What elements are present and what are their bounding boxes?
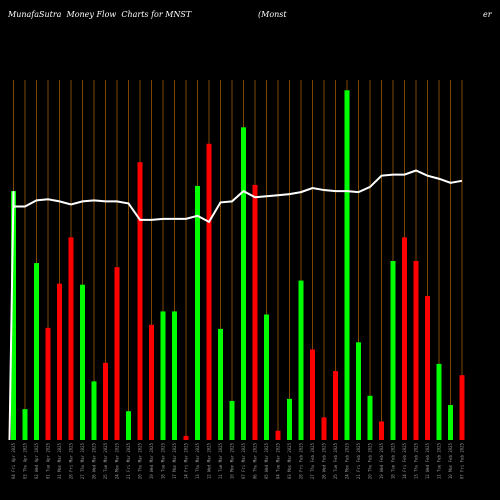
x-tick-label: 18 Tue Mar 2025: [161, 442, 166, 479]
money-flow-bar: [45, 327, 51, 440]
money-flow-bar: [459, 375, 465, 440]
money-flow-bar: [57, 283, 62, 440]
x-tick-label: 03 Mon Mar 2025: [287, 442, 292, 479]
money-flow-bar: [149, 324, 154, 440]
x-axis-ticks: 04 Fri Apr 2025 03 Thu Apr 2025 02 Wed Apr…: [11, 442, 465, 479]
x-tick-label: 01 Tue Apr 2025: [46, 442, 51, 479]
x-tick-label: 12 Wed Mar 2025: [207, 442, 212, 479]
money-flow-bar: [379, 421, 384, 440]
x-tick-label: 17 Mon Mar 2025: [172, 442, 177, 479]
x-tick-label: 07 Fri Feb 2025: [460, 442, 465, 479]
x-tick-label: 28 Fri Feb 2025: [299, 442, 304, 479]
money-flow-bar: [68, 237, 74, 440]
x-tick-label: 14 Fri Mar 2025: [184, 442, 189, 479]
x-tick-label: 28 Fri Mar 2025: [69, 442, 74, 479]
x-tick-label: 24 Mon Feb 2025: [345, 442, 350, 479]
x-tick-label: 24 Mon Mar 2025: [115, 442, 120, 479]
money-flow-bar: [241, 127, 246, 441]
money-flow-bar: [229, 400, 235, 440]
money-flow-bar: [333, 371, 338, 440]
money-flow-bar: [425, 296, 430, 440]
money-flow-bar: [344, 90, 350, 441]
x-tick-label: 11 Tue Mar 2025: [218, 442, 223, 479]
money-flow-bar: [448, 405, 453, 440]
money-flow-bar: [22, 409, 28, 440]
money-flow-bars: [11, 90, 465, 441]
price-line: [8, 169, 463, 441]
money-flow-bar: [252, 184, 258, 440]
money-flow-bar: [91, 381, 97, 440]
x-tick-label: 20 Thu Feb 2025: [368, 442, 373, 479]
money-flow-bar: [413, 261, 419, 440]
money-flow-bar: [390, 261, 396, 440]
money-flow-bar: [264, 314, 269, 440]
x-tick-label: 02 Wed Apr 2025: [34, 442, 39, 479]
chart-title: MunafaSutra Money Flow Charts for MNST: [8, 10, 192, 19]
money-flow-bar: [436, 363, 442, 440]
money-flow-bar: [275, 430, 281, 440]
money-flow-bar: [137, 162, 143, 441]
x-tick-label: 21 Fri Mar 2025: [126, 442, 131, 479]
x-tick-label: 25 Tue Mar 2025: [103, 442, 108, 479]
money-flow-bar: [80, 284, 85, 440]
money-flow-bar: [367, 395, 373, 440]
money-flow-bar: [34, 263, 39, 440]
x-tick-label: 21 Fri Feb 2025: [356, 442, 361, 479]
money-flow-bar: [114, 267, 120, 440]
x-tick-label: 07 Fri Mar 2025: [241, 442, 246, 479]
company-name-suffix: er: [483, 10, 492, 19]
x-tick-label: 26 Wed Mar 2025: [92, 442, 97, 479]
money-flow-bar: [160, 311, 166, 440]
x-tick-label: 13 Thu Feb 2025: [414, 442, 419, 479]
money-flow-bar: [402, 237, 407, 440]
company-name: (Monst: [258, 10, 287, 19]
money-flow-bar: [287, 398, 292, 440]
x-tick-label: 05 Wed Mar 2025: [264, 442, 269, 479]
x-tick-label: 20 Thu Mar 2025: [138, 442, 143, 479]
x-tick-label: 10 Mon Feb 2025: [448, 442, 453, 479]
x-tick-label: 11 Tue Feb 2025: [437, 442, 442, 479]
money-flow-bar: [218, 328, 223, 440]
x-tick-label: 27 Thu Mar 2025: [80, 442, 85, 479]
x-tick-label: 06 Thu Mar 2025: [253, 442, 258, 479]
x-tick-label: 18 Tue Feb 2025: [391, 442, 396, 479]
money-flow-bar: [321, 417, 327, 440]
x-tick-label: 26 Wed Feb 2025: [322, 442, 327, 479]
money-flow-bar: [183, 435, 189, 440]
x-tick-label: 13 Thu Mar 2025: [195, 442, 200, 479]
price-line-layer: [8, 169, 463, 441]
money-flow-bar: [310, 349, 315, 440]
x-tick-label: 04 Tue Mar 2025: [276, 442, 281, 479]
money-flow-bar: [356, 342, 361, 440]
x-tick-label: 25 Tue Feb 2025: [333, 442, 338, 479]
money-flow-bar: [172, 311, 177, 440]
x-tick-label: 12 Wed Feb 2025: [425, 442, 430, 479]
money-flow-bar: [206, 143, 212, 440]
x-tick-label: 27 Thu Feb 2025: [310, 442, 315, 479]
money-flow-bar: [103, 362, 108, 440]
money-flow-bar: [298, 280, 304, 440]
x-tick-label: 10 Mon Mar 2025: [230, 442, 235, 479]
money-flow-bar: [126, 411, 131, 440]
x-tick-label: 19 Wed Mar 2025: [149, 442, 154, 479]
x-tick-label: 31 Mon Mar 2025: [57, 442, 62, 479]
money-flow-bar: [11, 191, 16, 440]
x-tick-label: 14 Fri Feb 2025: [402, 442, 407, 479]
money-flow-bar: [195, 185, 200, 440]
x-tick-label: 04 Fri Apr 2025: [11, 442, 16, 479]
x-tick-label: 03 Thu Apr 2025: [23, 442, 28, 479]
x-tick-label: 19 Wed Feb 2025: [379, 442, 384, 479]
